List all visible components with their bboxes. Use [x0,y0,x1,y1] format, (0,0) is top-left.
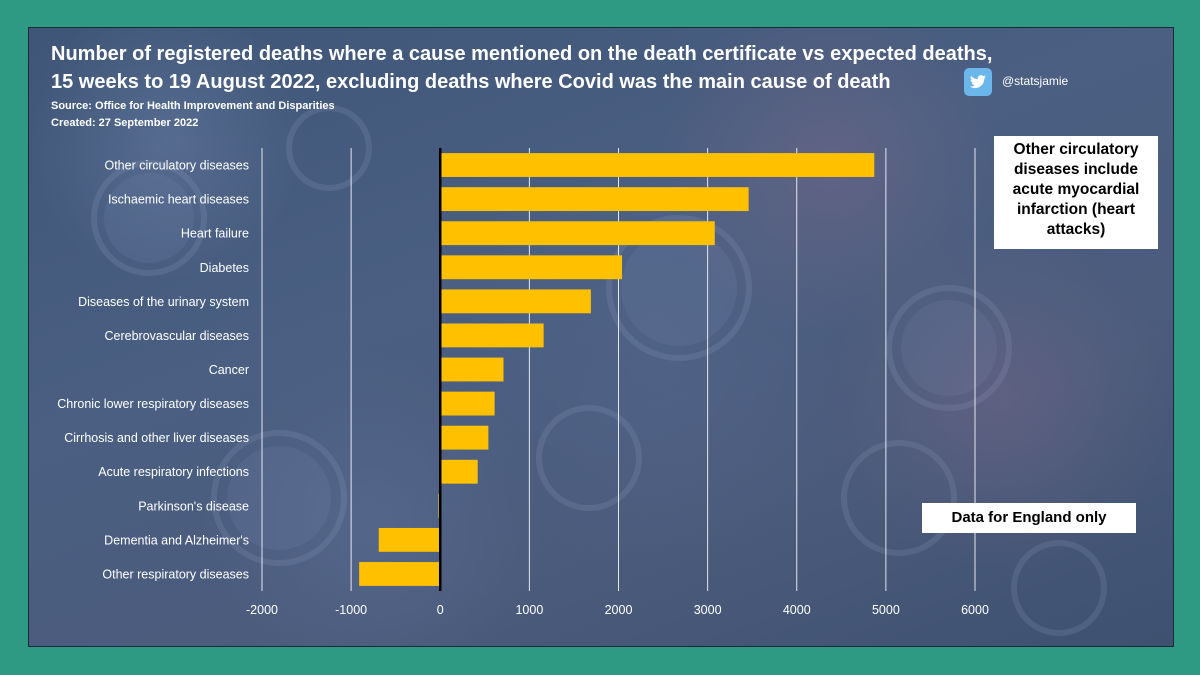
chart-title: Number of registered deaths where a caus… [51,43,993,93]
bar [440,221,715,246]
x-tick-label: 5000 [872,603,900,617]
bar [440,153,875,177]
bar [440,289,591,314]
category-label: Dementia and Alzheimer's [104,533,249,547]
category-label: Ischaemic heart diseases [108,193,249,207]
x-tick-label: 3000 [694,603,722,617]
twitter-badge: @statsjamie [964,68,1124,96]
category-label: Chronic lower respiratory diseases [57,397,249,411]
gridlines [261,148,976,591]
category-label: Other respiratory diseases [102,567,249,581]
x-tick-label: 1000 [515,603,543,617]
bar [440,323,544,348]
created-date: Created: 27 September 2022 [51,117,199,129]
x-tick-label: -1000 [335,603,367,617]
x-tick-labels: -2000 -1000 0 1000 2000 3000 4000 5000 6000 [246,603,989,617]
england-only-note: Data for England only [922,503,1136,533]
category-label: Cirrhosis and other liver diseases [64,431,249,445]
category-labels: Other circulatory diseases Ischaemic hear… [57,159,249,582]
bar [440,425,489,450]
twitter-handle: @statsjamie [1002,74,1069,88]
bar [378,527,441,552]
category-label: Cerebrovascular diseases [104,329,249,343]
bar [440,391,495,416]
bar [440,459,478,484]
circulatory-note-box: Other circulatory diseases include acute… [994,136,1158,249]
bar-chart: Other circulatory diseases Ischaemic hear… [57,148,989,617]
bar [440,255,623,280]
category-label: Acute respiratory infections [98,465,249,479]
bars [359,153,875,586]
category-label: Parkinson's disease [138,499,249,513]
x-tick-label: 4000 [783,603,811,617]
category-label: Other circulatory diseases [104,159,249,173]
x-tick-label: 6000 [961,603,989,617]
source-note: Source: Office for Health Improvement an… [51,100,335,112]
x-tick-label: 0 [437,603,444,617]
bar [440,187,749,212]
x-tick-label: -2000 [246,603,278,617]
twitter-bird-icon [964,68,992,96]
category-label: Diseases of the urinary system [78,295,249,309]
category-label: Heart failure [181,227,249,241]
chart-panel: Number of registered deaths where a caus… [28,27,1174,647]
category-label: Diabetes [200,261,249,275]
bar [359,562,441,586]
category-label: Cancer [209,363,249,377]
bar [440,357,504,382]
x-tick-label: 2000 [605,603,633,617]
